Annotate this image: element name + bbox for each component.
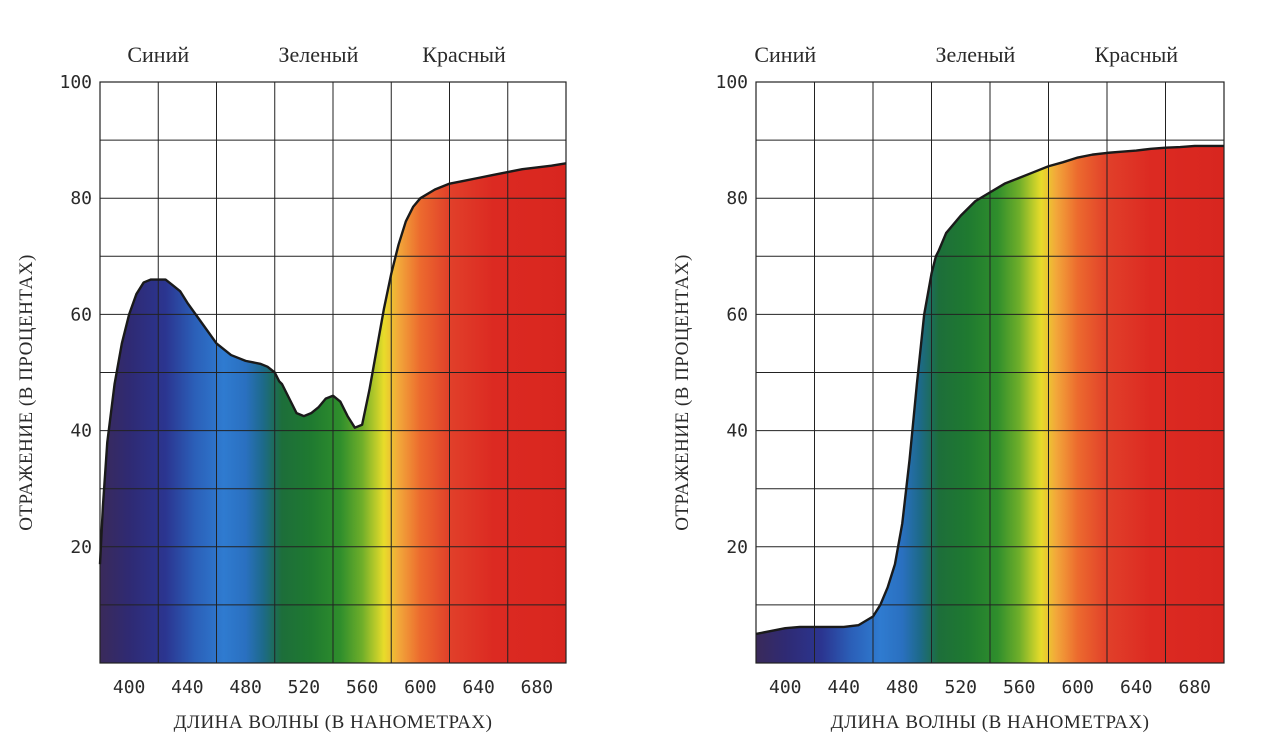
x-tick-label: 640 xyxy=(462,677,495,698)
x-tick-label: 560 xyxy=(1003,677,1036,698)
x-tick-label: 560 xyxy=(346,677,379,698)
x-tick-label: 440 xyxy=(171,677,204,698)
y-tick-label: 20 xyxy=(726,537,748,558)
band-label-2: Красный xyxy=(1094,42,1178,67)
y-tick-label: 40 xyxy=(70,421,92,442)
band-label-1: Зеленый xyxy=(935,42,1015,67)
y-axis-label: ОТРАЖЕНИЕ (В ПРОЦЕНТАХ) xyxy=(16,254,37,531)
x-tick-label: 480 xyxy=(886,677,919,698)
x-tick-label: 400 xyxy=(769,677,802,698)
y-tick-label: 100 xyxy=(59,72,92,93)
band-label-2: Красный xyxy=(422,42,506,67)
y-tick-label: 80 xyxy=(726,188,748,209)
grid xyxy=(100,82,566,663)
y-tick-label: 100 xyxy=(715,72,748,93)
y-tick-label: 80 xyxy=(70,188,92,209)
reflectance-chart-left: Синий Зеленый Красный 400 440 480 520 560 600 640… xyxy=(16,42,567,733)
y-tick-label: 40 xyxy=(726,421,748,442)
plot-frame xyxy=(99,81,567,664)
x-tick-label: 600 xyxy=(404,677,437,698)
reflectance-curve xyxy=(755,144,1224,636)
x-tick-label: 640 xyxy=(1120,677,1153,698)
grid xyxy=(756,82,1224,663)
x-tick-label: 520 xyxy=(288,677,321,698)
band-label-0: Синий xyxy=(754,42,816,67)
plot-frame xyxy=(755,81,1225,664)
reflectance-curve xyxy=(98,162,567,565)
x-tick-label: 680 xyxy=(1178,677,1211,698)
y-axis-label: ОТРАЖЕНИЕ (В ПРОЦЕНТАХ) xyxy=(672,254,693,531)
x-tick-label: 520 xyxy=(944,677,977,698)
reflectance-chart-right: Синий Зеленый Красный 400 440 480 520 560 600 640… xyxy=(672,42,1225,733)
y-tick-label: 20 xyxy=(70,537,92,558)
band-label-1: Зеленый xyxy=(279,42,359,67)
x-tick-label: 480 xyxy=(229,677,262,698)
x-axis-label: ДЛИНА ВОЛНЫ (В НАНОМЕТРАХ) xyxy=(174,712,493,733)
x-tick-label: 400 xyxy=(113,677,146,698)
y-tick-label: 60 xyxy=(726,304,748,325)
y-tick-label: 60 xyxy=(70,304,92,325)
x-axis-label: ДЛИНА ВОЛНЫ (В НАНОМЕТРАХ) xyxy=(831,712,1150,733)
x-tick-label: 600 xyxy=(1061,677,1094,698)
band-label-0: Синий xyxy=(127,42,189,67)
x-tick-label: 440 xyxy=(827,677,860,698)
x-tick-label: 680 xyxy=(521,677,554,698)
